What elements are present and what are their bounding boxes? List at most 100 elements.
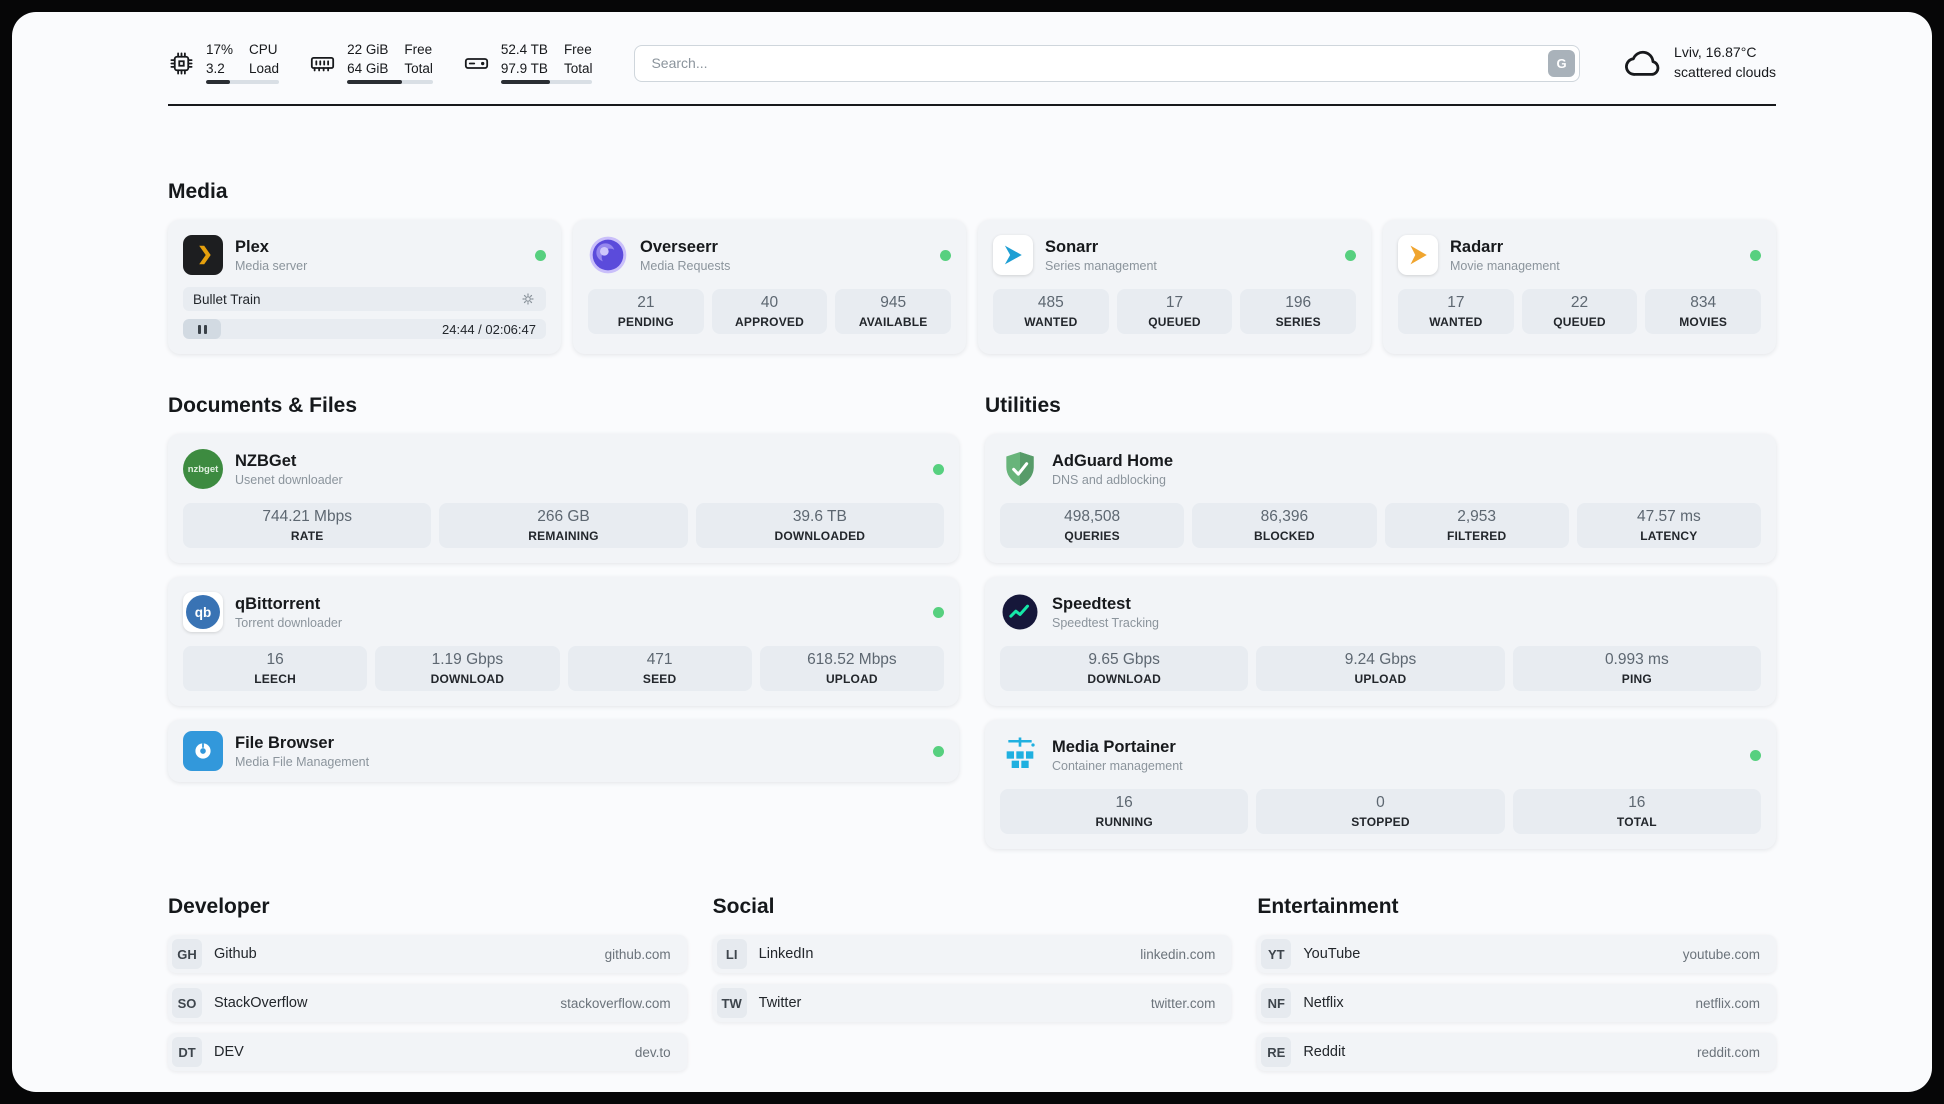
gear-icon[interactable]: [520, 291, 536, 307]
stat-value: 1.19 Gbps: [431, 651, 504, 668]
cpu-label-bottom: Load: [249, 60, 280, 76]
bookmark-dev[interactable]: DT DEV dev.to: [168, 1033, 687, 1071]
filebrowser-icon: [183, 731, 223, 771]
stat-label: FILTERED: [1446, 529, 1507, 543]
app-subtitle: Movie management: [1450, 258, 1560, 273]
stat-label: DOWNLOAD: [430, 672, 505, 686]
app-card-filebrowser[interactable]: File Browser Media File Management: [168, 720, 959, 782]
stat-series: 196 SERIES: [1240, 289, 1357, 334]
disk-usage-bar: [500, 80, 593, 85]
app-card-qbittorrent[interactable]: qb qBittorrent Torrent downloader 16: [168, 577, 959, 706]
section-documents: Documents & Files nzbget NZBGet Usenet d…: [168, 394, 959, 849]
bookmark-name: Twitter: [758, 995, 802, 1011]
app-card-portainer[interactable]: Media Portainer Container management 16 …: [985, 720, 1776, 849]
stat-running: 16 RUNNING: [1000, 789, 1249, 834]
stat-filtered: 2,953 FILTERED: [1384, 503, 1569, 548]
stat-label: RUNNING: [1095, 815, 1153, 829]
stat-label: STOPPED: [1351, 815, 1410, 829]
stat-value: 17: [1165, 294, 1184, 311]
bookmark-url: github.com: [604, 946, 671, 962]
stat-seed: 471 SEED: [567, 646, 752, 691]
bookmark-abbr: LI: [716, 939, 747, 969]
radarr-icon: [1398, 235, 1438, 275]
app-card-sonarr[interactable]: Sonarr Series management 485 WANTED 17 Q…: [978, 220, 1371, 354]
bookmark-abbr: NF: [1261, 988, 1292, 1018]
section-title-social: Social: [712, 895, 775, 918]
stat-label: PENDING: [617, 315, 674, 329]
ram-label-bottom: Total: [404, 60, 433, 76]
qbittorrent-icon: qb: [183, 592, 223, 632]
pause-icon: [197, 324, 201, 334]
weather-widget[interactable]: Lviv, 16.87°C scattered clouds: [1622, 42, 1776, 84]
bookmark-name: LinkedIn: [758, 946, 814, 962]
qb-logo: qb: [186, 595, 220, 629]
app-card-adguard[interactable]: AdGuard Home DNS and adblocking 498,508 …: [985, 434, 1776, 563]
cpu-usage-bar-fill: [206, 80, 231, 85]
bookmark-youtube[interactable]: YT YouTube youtube.com: [1257, 935, 1776, 973]
bookmark-url: netflix.com: [1695, 995, 1760, 1011]
app-subtitle: DNS and adblocking: [1052, 472, 1166, 487]
bookmark-netflix[interactable]: NF Netflix netflix.com: [1257, 984, 1776, 1022]
section-media: Media Plex Media server: [168, 180, 1776, 354]
stat-approved: 40 APPROVED: [711, 289, 828, 334]
bookmark-name: YouTube: [1303, 946, 1361, 962]
cpu-usage-bar: [206, 80, 280, 85]
top-bar: 17% 3.2 CPU Load: [168, 38, 1776, 88]
sonarr-icon: [993, 235, 1033, 275]
stat-queued: 17 QUEUED: [1116, 289, 1233, 334]
search-input[interactable]: [634, 44, 1581, 82]
app-card-nzbget[interactable]: nzbget NZBGet Usenet downloader 744.21 M…: [168, 434, 959, 563]
bookmark-name: Github: [214, 946, 257, 962]
status-online-dot: [933, 745, 944, 757]
stat-label: QUERIES: [1064, 529, 1120, 543]
status-online-dot: [1345, 249, 1356, 261]
search-engine-button[interactable]: G: [1548, 49, 1576, 77]
pause-button[interactable]: [183, 319, 221, 339]
stat-value: 834: [1690, 294, 1717, 311]
status-online-dot: [933, 606, 944, 618]
stat-label: QUEUED: [1148, 315, 1201, 329]
stat-value: 0.993 ms: [1604, 651, 1669, 668]
app-name: Speedtest: [1052, 594, 1131, 613]
bookmark-stackoverflow[interactable]: SO StackOverflow stackoverflow.com: [168, 984, 687, 1022]
section-entertainment: Entertainment YT YouTube youtube.com NF …: [1257, 895, 1776, 1071]
dashboard: 17% 3.2 CPU Load: [12, 12, 1932, 1092]
now-playing-row: Bullet Train: [183, 287, 546, 311]
bookmark-abbr: DT: [172, 1037, 202, 1067]
app-card-speedtest[interactable]: Speedtest Speedtest Tracking 9.65 Gbps D…: [985, 577, 1776, 706]
stat-value: 471: [646, 651, 673, 668]
stat-value: 47.57 ms: [1636, 508, 1701, 525]
stat-value: 266 GB: [537, 508, 590, 525]
stat-value: 16: [266, 651, 284, 668]
stat-value: 196: [1285, 294, 1312, 311]
stat-value: 945: [880, 294, 907, 311]
stat-pending: 21 PENDING: [588, 289, 704, 334]
app-card-plex[interactable]: Plex Media server Bullet Train: [168, 220, 561, 354]
plex-icon: [183, 235, 223, 275]
disk-free: 52.4 TB: [500, 41, 548, 57]
app-name: qBittorrent: [235, 594, 321, 613]
speedtest-icon: [1000, 592, 1040, 632]
ram-label-top: Free: [404, 41, 433, 57]
bookmark-twitter[interactable]: TW Twitter twitter.com: [712, 984, 1232, 1022]
seek-bar[interactable]: 24:44 / 02:06:47: [183, 319, 546, 339]
bookmark-reddit[interactable]: RE Reddit reddit.com: [1257, 1033, 1776, 1071]
ram-usage-bar-fill: [347, 80, 402, 85]
stat-ping: 0.993 ms PING: [1512, 646, 1761, 691]
ram-icon: [309, 50, 336, 77]
cpu-widget: 17% 3.2 CPU Load: [168, 42, 280, 85]
stat-value: 22: [1570, 294, 1589, 311]
stat-label: QUEUED: [1553, 315, 1606, 329]
app-name: Plex: [235, 237, 269, 256]
app-card-radarr[interactable]: Radarr Movie management 17 WANTED 22 QUE…: [1383, 220, 1776, 354]
app-subtitle: Media Requests: [640, 258, 731, 273]
bookmark-linkedin[interactable]: LI LinkedIn linkedin.com: [712, 935, 1232, 973]
app-subtitle: Series management: [1045, 258, 1157, 273]
stat-value: 485: [1037, 294, 1064, 311]
bookmark-url: dev.to: [634, 1044, 671, 1060]
section-title-developer: Developer: [168, 895, 270, 918]
bookmark-github[interactable]: GH Github github.com: [168, 935, 687, 973]
stat-value: 618.52 Mbps: [807, 651, 897, 668]
ram-widget: 22 GiB 64 GiB Free Total: [309, 41, 433, 85]
app-card-overseerr[interactable]: Overseerr Media Requests 21 PENDING 40 A…: [573, 220, 966, 354]
